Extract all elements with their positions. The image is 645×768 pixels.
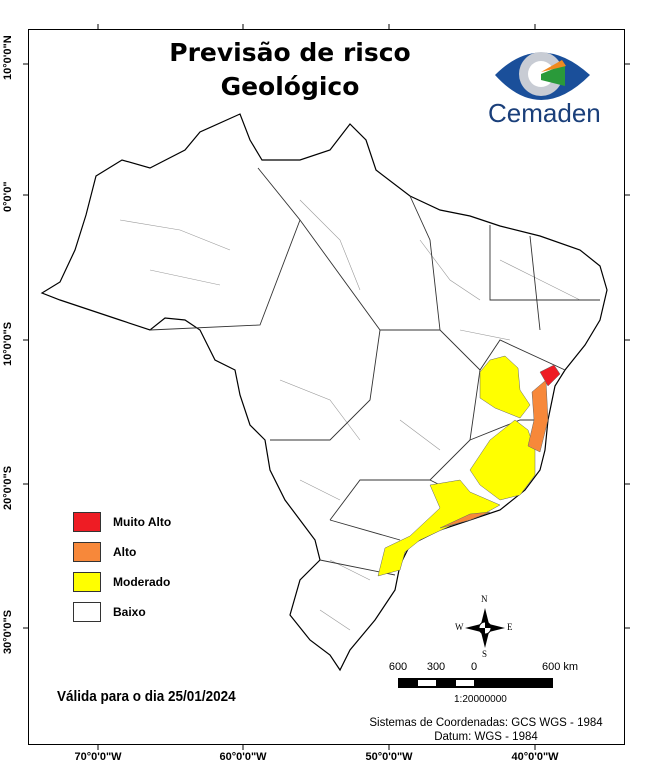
lat-label: 10°0'0"N	[2, 35, 14, 80]
legend-swatch	[73, 512, 101, 532]
lon-label: 60°0'0"W	[219, 751, 267, 763]
scale-bar	[398, 678, 553, 688]
scale-label: 600	[388, 661, 408, 673]
legend-swatch	[73, 542, 101, 562]
logo-text: Cemaden	[488, 98, 601, 128]
compass-n: N	[481, 594, 488, 604]
scale-label: 300	[426, 661, 446, 673]
legend-swatch	[73, 572, 101, 592]
cemaden-logo-icon	[495, 52, 590, 100]
lat-label: 10°0'0"S	[2, 321, 14, 366]
lat-label: 0°0'0"	[2, 181, 14, 212]
legend-label: Baixo	[113, 605, 146, 619]
lon-label: 50°0'0"W	[365, 751, 413, 763]
lat-label: 30°0'0"S	[2, 609, 14, 654]
legend: Muito Alto Alto Moderado Baixo	[73, 507, 171, 627]
compass-rose	[465, 608, 505, 648]
scale-label: 600 km	[541, 661, 579, 673]
legend-item-baixo: Baixo	[73, 597, 171, 627]
scale-ratio: 1:20000000	[454, 694, 507, 705]
legend-item-alto: Alto	[73, 537, 171, 567]
legend-item-moderado: Moderado	[73, 567, 171, 597]
legend-label: Moderado	[113, 575, 171, 589]
compass-e: E	[507, 622, 513, 632]
datum-line: Datum: WGS - 1984	[434, 731, 538, 743]
scale-label: 0	[470, 661, 478, 673]
lat-label: 20°0'0"S	[2, 465, 14, 510]
risk-area-muito-alto	[539, 364, 561, 387]
legend-label: Alto	[113, 545, 137, 559]
legend-swatch	[73, 602, 101, 622]
title-line1: Previsão de risco	[169, 38, 411, 67]
title-line2: Geológico	[220, 72, 360, 101]
legend-label: Muito Alto	[113, 515, 172, 529]
municipal-borders	[119, 199, 581, 631]
coord-system-line: Sistemas de Coordenadas: GCS WGS - 1984	[369, 717, 603, 729]
risk-area-moderado	[377, 355, 536, 577]
brazil-outline	[40, 113, 608, 672]
lon-label: 40°0'0"W	[511, 751, 559, 763]
compass-s: S	[482, 649, 488, 659]
map-title: Previsão de risco Geológico	[150, 36, 430, 104]
legend-item-muito-alto: Muito Alto	[73, 507, 171, 537]
coordinate-system: Sistemas de Coordenadas: GCS WGS - 1984 …	[355, 716, 617, 744]
compass-w: W	[455, 622, 464, 632]
map-frame	[28, 29, 625, 745]
lon-label: 70°0'0"W	[74, 751, 122, 763]
validity-date: Válida para o dia 25/01/2024	[57, 688, 236, 705]
